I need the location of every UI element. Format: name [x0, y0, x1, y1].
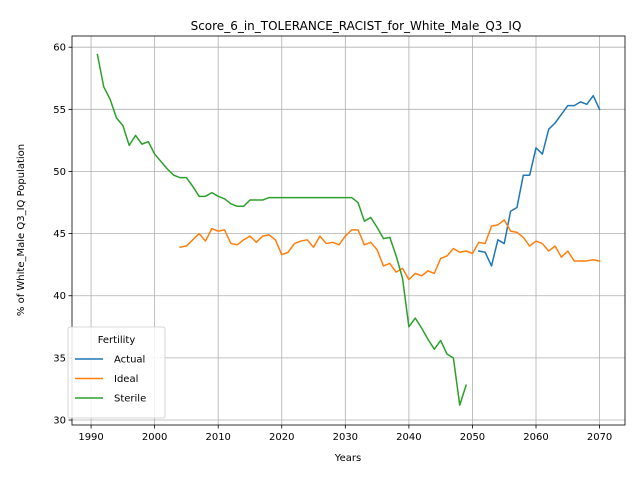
- x-tick-label: 2010: [205, 432, 230, 443]
- y-axis-label: % of White_Male Q3_IQ Population: [16, 144, 27, 316]
- x-tick-label: 1990: [78, 432, 103, 443]
- x-tick-label: 2040: [396, 432, 421, 443]
- x-tick-label: 2050: [460, 432, 485, 443]
- y-axis: 30 35 40 45 50 55 60: [53, 43, 72, 427]
- series-line-ideal: [179, 219, 601, 281]
- legend-title: Fertility: [98, 335, 136, 346]
- legend-label-ideal: Ideal: [114, 374, 138, 385]
- grid: [72, 36, 625, 425]
- y-tick-label: 50: [53, 167, 66, 178]
- y-tick-label: 30: [53, 416, 66, 427]
- series-line-actual: [477, 94, 601, 267]
- y-tick-label: 40: [53, 291, 66, 302]
- x-tick-label: 2030: [333, 432, 358, 443]
- series-lines: [96, 53, 601, 406]
- x-tick-label: 2070: [587, 432, 612, 443]
- x-axis: 1990 2000 2010 2020 2030 2040 2050 2060 2070: [78, 425, 612, 443]
- x-tick-label: 2020: [269, 432, 294, 443]
- y-tick-label: 35: [53, 353, 66, 364]
- x-axis-label: Years: [334, 453, 361, 464]
- legend-items: Actual Ideal Sterile: [75, 355, 146, 405]
- plot-frame: [71, 35, 626, 426]
- x-tick-label: 2060: [523, 432, 548, 443]
- series-line-sterile: [96, 53, 468, 406]
- x-tick-label: 2000: [142, 432, 167, 443]
- chart-title: Score_6_in_TOLERANCE_RACIST_for_White_Ma…: [191, 19, 522, 33]
- legend-label-actual: Actual: [114, 355, 145, 366]
- legend: Fertility Actual Ideal Sterile: [67, 326, 166, 419]
- y-tick-label: 60: [53, 43, 66, 54]
- legend-box: [67, 326, 166, 419]
- legend-label-sterile: Sterile: [114, 394, 146, 405]
- y-tick-label: 55: [53, 105, 66, 116]
- y-tick-label: 45: [53, 229, 66, 240]
